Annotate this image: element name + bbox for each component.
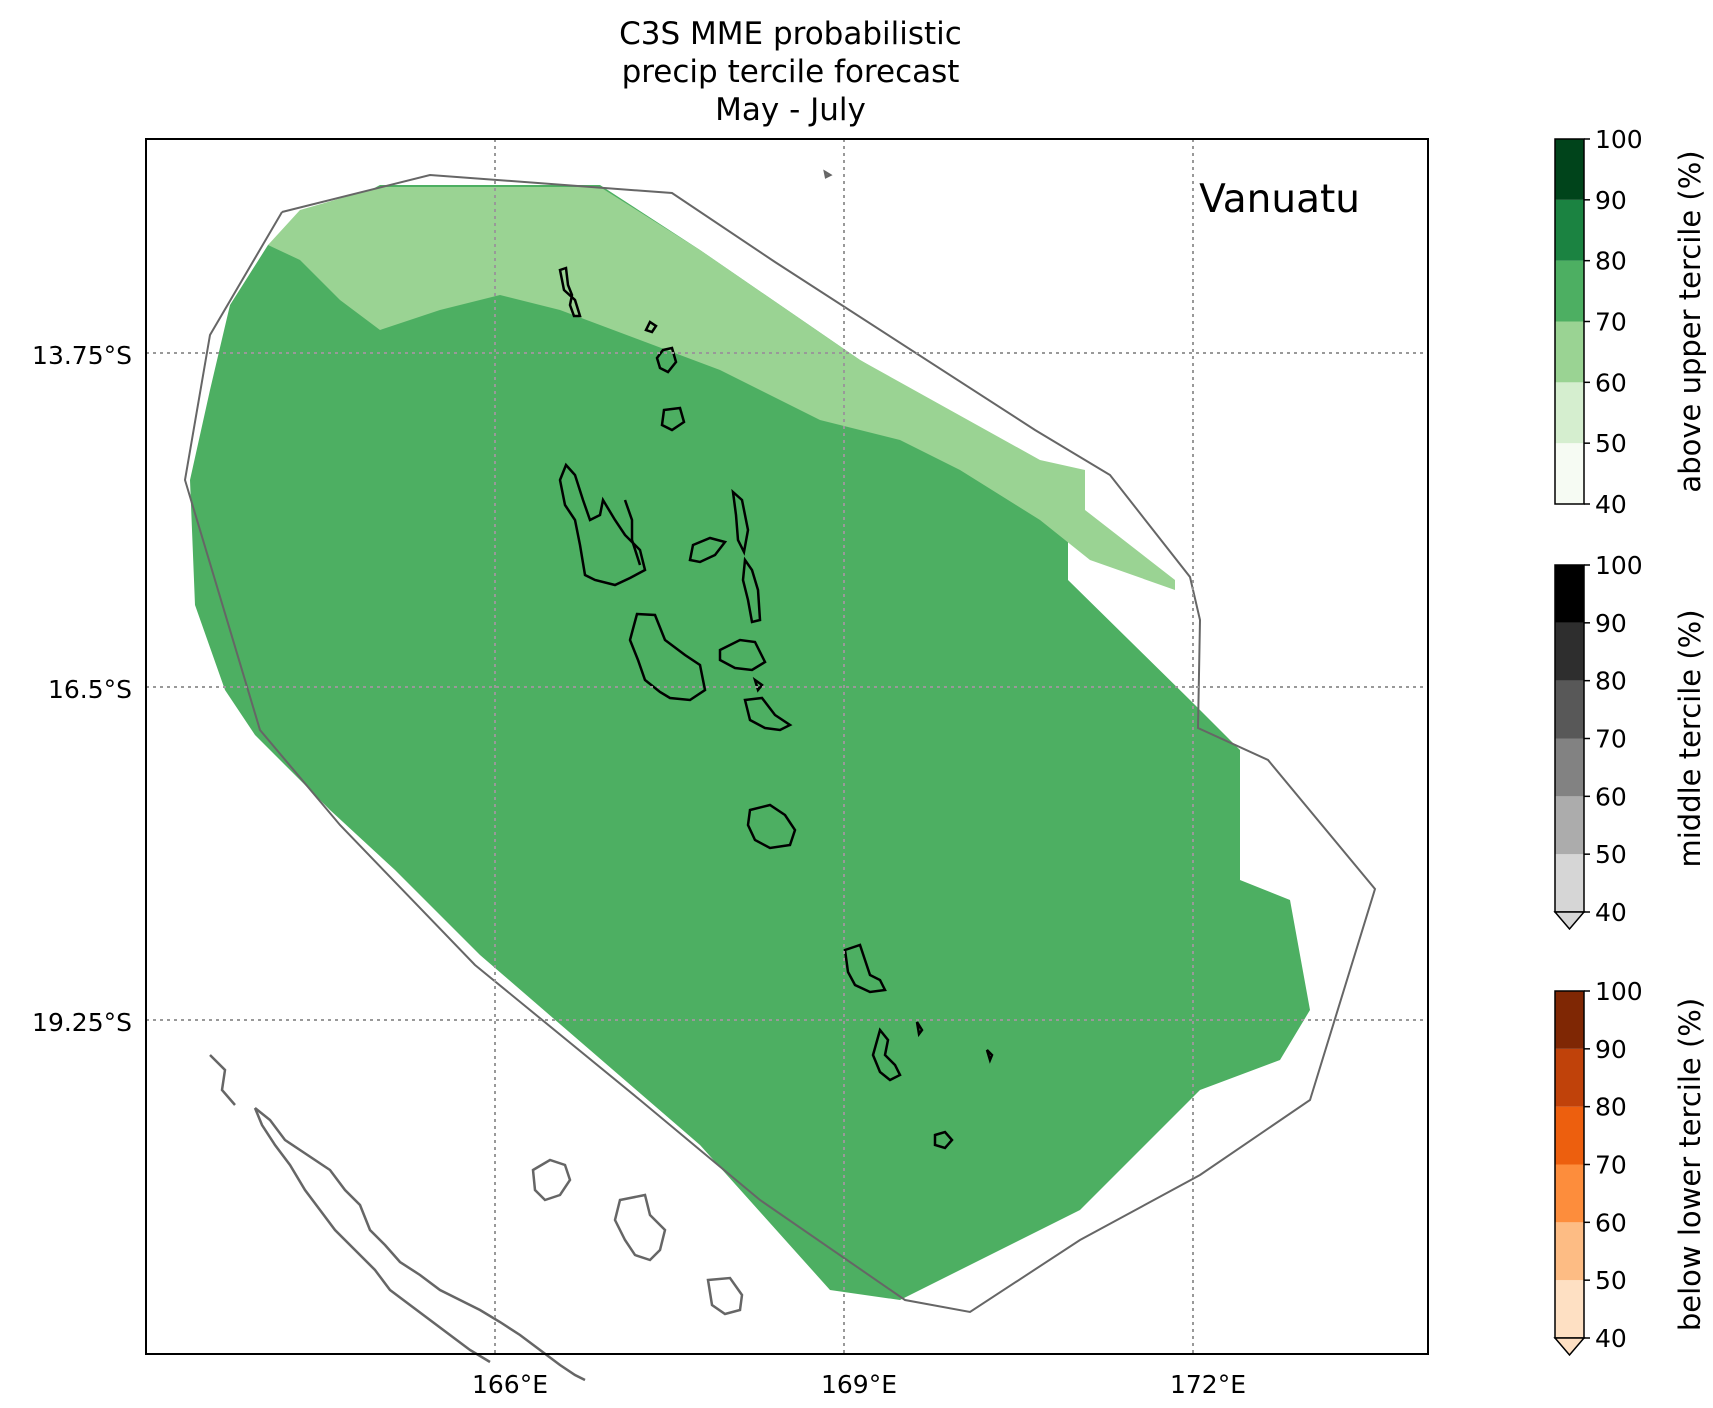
colorbars: 100 90 80 70 60 50 40 above upper tercile (%) 10… <box>1553 125 1707 1357</box>
colorbar-swatch <box>1555 260 1584 322</box>
colorbar-tick-label: 70 <box>1595 1151 1627 1180</box>
title-line-1: C3S MME probabilistic <box>619 16 962 52</box>
colorbar-tick-label: 60 <box>1595 368 1627 397</box>
colorbar-tick-label: 100 <box>1595 125 1643 154</box>
colorbar-swatch <box>1555 854 1584 912</box>
colorbar-label: middle tercile (%) <box>1673 609 1707 867</box>
colorbar-tick-label: 60 <box>1595 782 1627 811</box>
title-line-2: precip tercile forecast <box>621 54 960 90</box>
colorbar-extend-arrow <box>1553 1337 1586 1357</box>
colorbar-tick-label: 50 <box>1595 1266 1627 1295</box>
colorbar-tick-label: 100 <box>1595 551 1643 580</box>
colorbar-swatch <box>1555 443 1584 504</box>
colorbar-tick-label: 40 <box>1595 898 1627 927</box>
colorbar-tick-label: 90 <box>1595 1035 1627 1064</box>
lon-tick-label: 169°E <box>821 1370 897 1399</box>
colorbar-swatch <box>1555 1164 1584 1223</box>
colorbar-label: below lower tercile (%) <box>1673 998 1707 1331</box>
colorbar-extend-arrow <box>1553 911 1586 931</box>
colorbar-swatch <box>1555 738 1584 797</box>
colorbar-tick-label: 80 <box>1595 667 1627 696</box>
lat-tick-label: 13.75°S <box>32 341 132 370</box>
title-line-3: May - July <box>715 92 866 128</box>
colorbar-swatch <box>1555 199 1584 261</box>
eez-boundary <box>183 173 1377 1314</box>
colorbar-swatch <box>1555 321 1584 383</box>
colorbar-tick-label: 80 <box>1595 247 1627 276</box>
colorbar-swatch <box>1555 680 1584 739</box>
colorbar-tick-label: 40 <box>1595 1324 1627 1353</box>
colorbar-swatch <box>1555 1280 1584 1338</box>
colorbar-tick-label: 70 <box>1595 308 1627 337</box>
colorbar-tick-label: 60 <box>1595 1208 1627 1237</box>
colorbar-swatch <box>1555 1222 1584 1281</box>
lat-tick-label: 19.25°S <box>32 1008 132 1037</box>
colorbar-tick-label: 40 <box>1595 490 1627 519</box>
colorbar-tick-label: 80 <box>1595 1093 1627 1122</box>
colorbar-tick-label: 50 <box>1595 840 1627 869</box>
colorbar-label: above upper tercile (%) <box>1673 150 1707 492</box>
colorbar-tick-label: 50 <box>1595 429 1627 458</box>
neighbouring-coastlines <box>209 169 833 1382</box>
map-frame <box>145 138 1429 1355</box>
colorbar-swatch <box>1555 382 1584 444</box>
lon-tick-label: 172°E <box>1170 1370 1246 1399</box>
colorbar-swatch <box>1555 796 1584 855</box>
vanuatu-islands <box>558 266 994 1150</box>
colorbar-tick-label: 70 <box>1595 725 1627 754</box>
colorbar-tick-label: 90 <box>1595 186 1627 215</box>
colorbar-swatch <box>1555 565 1584 623</box>
lon-tick-label: 166°E <box>472 1370 548 1399</box>
lat-tick-label: 16.5°S <box>48 675 132 704</box>
colorbar-tick-label: 100 <box>1595 977 1643 1006</box>
region-label: Vanuatu <box>1199 177 1360 222</box>
colorbar-swatch <box>1555 139 1584 200</box>
colorbar-swatch <box>1555 991 1584 1049</box>
colorbar-swatch <box>1555 622 1584 681</box>
colorbar-swatch <box>1555 1106 1584 1165</box>
colorbar-swatch <box>1555 1048 1584 1107</box>
colorbar-tick-label: 90 <box>1595 609 1627 638</box>
